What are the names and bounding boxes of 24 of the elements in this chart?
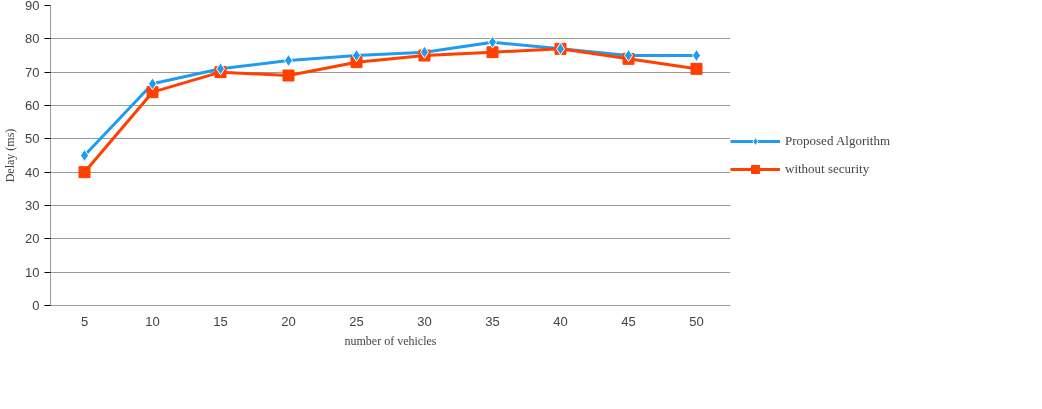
x-tick-label: 10 <box>145 313 160 329</box>
y-tick-label: 30 <box>25 198 40 213</box>
x-tick-label: 15 <box>213 313 228 329</box>
y-tick-label: 90 <box>25 0 40 13</box>
y-tick-label: 50 <box>25 131 40 147</box>
legend-label: without security <box>785 161 870 177</box>
y-tick-label: 60 <box>25 98 40 113</box>
y-tick-label: 80 <box>25 31 40 47</box>
x-tick-label: 20 <box>281 313 296 329</box>
y-tick-label: 70 <box>25 64 40 80</box>
y-tick-label: 20 <box>25 231 40 247</box>
y-tick-label: 0 <box>32 298 40 313</box>
x-axis-title: number of vehicles <box>344 333 437 348</box>
y-axis-title: Delay (ms) <box>3 128 18 183</box>
legend-label: Proposed Algorithm <box>785 133 891 149</box>
x-tick-label: 45 <box>621 313 636 329</box>
x-tick-label: 50 <box>689 313 704 329</box>
x-tick-label: 5 <box>80 313 89 329</box>
x-tick-label: 25 <box>349 313 364 329</box>
x-tick-label: 40 <box>553 313 568 329</box>
x-tick-label: 35 <box>485 313 500 329</box>
y-tick-label: 40 <box>25 164 40 180</box>
y-tick-label: 10 <box>25 264 40 280</box>
x-tick-label: 30 <box>417 313 432 329</box>
